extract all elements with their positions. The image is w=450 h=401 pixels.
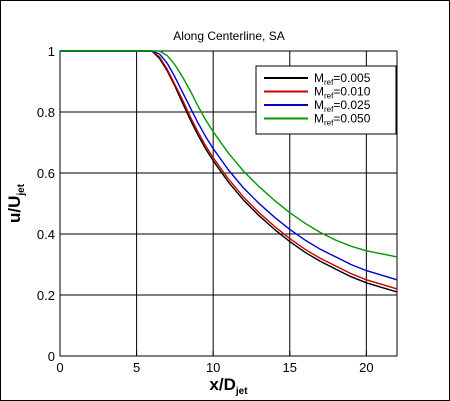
legend-entry: Mref=0.025 (314, 98, 371, 114)
series-lines (60, 50, 398, 293)
y-tick-label: 1 (48, 44, 55, 59)
y-tick-label: 0.6 (37, 166, 55, 181)
y-tick-label: 0.2 (37, 288, 55, 303)
y-tick-label: 0.8 (37, 105, 55, 120)
legend-entry: Mref=0.050 (314, 112, 371, 128)
y-tick-label: 0 (48, 349, 55, 364)
x-tick-label: 20 (359, 360, 373, 375)
x-tick-label: 15 (283, 360, 297, 375)
x-axis-label: x/Djet (209, 375, 248, 397)
x-tick-label: 5 (133, 360, 140, 375)
x-tick-label: 10 (206, 360, 220, 375)
series-line-3 (60, 50, 398, 281)
chart-title: Along Centerline, SA (173, 29, 284, 43)
legend-entry: Mref=0.010 (314, 85, 371, 101)
y-tick-label: 0.4 (37, 227, 55, 242)
series-line-2 (60, 50, 398, 290)
axis-ticks: 0 5 10 15 20 0 0.2 0.4 0.6 0.8 1 (37, 44, 374, 375)
y-axis-label: u/Ujet (5, 183, 27, 223)
legend-entry: Mref=0.005 (314, 71, 371, 87)
series-line-4 (60, 50, 398, 258)
x-tick-label: 0 (56, 360, 63, 375)
